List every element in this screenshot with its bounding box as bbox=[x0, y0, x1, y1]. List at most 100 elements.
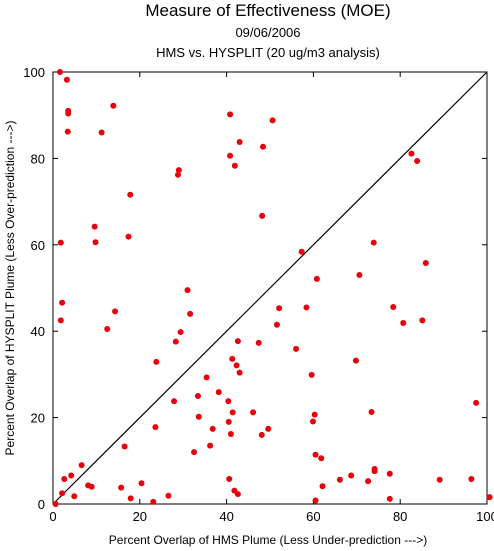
data-point bbox=[234, 338, 241, 345]
data-point bbox=[258, 431, 265, 438]
x-axis-ticks: 0 20 40 60 80 100 bbox=[49, 72, 494, 524]
data-point bbox=[150, 498, 157, 505]
data-point bbox=[194, 393, 201, 399]
data-point bbox=[127, 191, 134, 198]
data-point bbox=[386, 495, 393, 502]
data-point bbox=[250, 409, 257, 416]
data-point bbox=[59, 490, 66, 497]
data-point bbox=[174, 171, 181, 178]
data-point bbox=[225, 418, 232, 425]
data-point bbox=[138, 480, 145, 487]
data-point bbox=[436, 476, 443, 483]
data-point bbox=[64, 128, 71, 135]
data-point bbox=[303, 304, 310, 311]
data-point bbox=[298, 248, 305, 255]
data-point bbox=[57, 317, 64, 324]
data-point bbox=[187, 310, 194, 317]
data-point bbox=[195, 413, 202, 420]
data-point bbox=[152, 424, 159, 431]
y-tick-label: 0 bbox=[38, 497, 45, 512]
data-point bbox=[308, 371, 315, 378]
data-point bbox=[255, 339, 262, 346]
data-point bbox=[61, 475, 68, 482]
data-point bbox=[88, 483, 95, 490]
data-point bbox=[78, 462, 85, 469]
data-point bbox=[104, 326, 111, 333]
data-point bbox=[153, 358, 160, 365]
data-point bbox=[368, 408, 375, 415]
data-point bbox=[390, 304, 397, 311]
data-point bbox=[127, 495, 134, 502]
data-point bbox=[273, 321, 280, 328]
data-point bbox=[233, 362, 240, 369]
chart-title: Measure of Effectiveness (MOE) bbox=[145, 1, 390, 20]
data-point bbox=[191, 449, 198, 456]
data-point bbox=[112, 308, 119, 315]
data-point bbox=[352, 357, 359, 364]
y-tick-label: 100 bbox=[23, 65, 45, 80]
data-point bbox=[312, 497, 319, 504]
data-point bbox=[419, 317, 426, 324]
data-point bbox=[336, 476, 343, 483]
data-point bbox=[318, 455, 325, 462]
data-point bbox=[386, 470, 393, 477]
data-point bbox=[293, 345, 300, 352]
x-tick-label: 20 bbox=[133, 509, 147, 524]
chart-date: 09/06/2006 bbox=[235, 25, 300, 40]
y-tick-label: 40 bbox=[31, 324, 45, 339]
data-point bbox=[59, 299, 66, 306]
data-point bbox=[229, 355, 236, 362]
data-point bbox=[91, 223, 98, 230]
data-point bbox=[207, 442, 214, 449]
data-point bbox=[177, 329, 184, 336]
data-point bbox=[52, 501, 59, 507]
y-tick-label: 80 bbox=[31, 151, 45, 166]
data-point bbox=[356, 272, 363, 279]
data-point bbox=[414, 157, 421, 164]
data-point bbox=[203, 374, 210, 381]
data-point bbox=[184, 287, 191, 294]
data-point bbox=[227, 152, 234, 159]
data-point bbox=[312, 451, 319, 458]
data-point bbox=[121, 443, 128, 450]
plot-frame bbox=[52, 71, 488, 505]
data-point bbox=[68, 472, 75, 479]
data-point bbox=[231, 162, 238, 169]
data-point bbox=[348, 472, 355, 479]
data-point bbox=[57, 239, 64, 246]
data-point bbox=[371, 466, 378, 473]
one-to-one-diagonal bbox=[52, 71, 488, 505]
data-point bbox=[65, 110, 72, 117]
data-point bbox=[172, 338, 179, 345]
data-point bbox=[408, 150, 415, 157]
data-point bbox=[56, 69, 63, 75]
y-axis-ticks: 0 20 40 60 80 100 bbox=[23, 65, 487, 512]
x-tick-label: 100 bbox=[476, 509, 494, 524]
data-point bbox=[309, 418, 316, 425]
data-point bbox=[110, 102, 117, 109]
data-point bbox=[236, 138, 243, 145]
data-point bbox=[171, 398, 178, 405]
data-points bbox=[52, 69, 493, 507]
data-point bbox=[259, 212, 266, 219]
x-axis-label: Percent Overlap of HMS Plume (Less Under… bbox=[109, 533, 427, 547]
data-point bbox=[229, 409, 236, 416]
y-tick-label: 60 bbox=[31, 238, 45, 253]
data-point bbox=[71, 493, 78, 500]
data-point bbox=[473, 399, 480, 406]
x-tick-label: 60 bbox=[306, 509, 320, 524]
x-tick-label: 40 bbox=[219, 509, 233, 524]
data-point bbox=[227, 111, 234, 118]
data-point bbox=[313, 275, 320, 282]
data-point bbox=[276, 305, 283, 312]
data-point bbox=[118, 484, 125, 491]
data-point bbox=[125, 233, 132, 240]
y-axis-label: Percent Overlap of HYSPLIT Plume (Less O… bbox=[3, 121, 17, 456]
data-point bbox=[227, 431, 234, 438]
data-point bbox=[226, 475, 233, 482]
y-tick-label: 20 bbox=[31, 411, 45, 426]
data-point bbox=[265, 425, 272, 432]
data-point bbox=[92, 239, 99, 246]
data-point bbox=[422, 259, 429, 266]
data-point bbox=[234, 491, 241, 498]
